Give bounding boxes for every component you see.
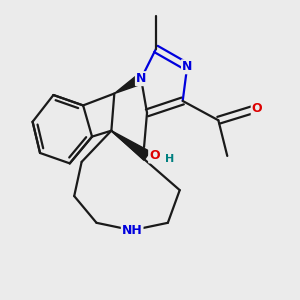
Text: O: O bbox=[252, 102, 262, 115]
Text: N: N bbox=[136, 72, 146, 85]
Text: NH: NH bbox=[122, 224, 142, 237]
Text: N: N bbox=[182, 60, 192, 73]
Polygon shape bbox=[111, 131, 150, 160]
Text: H: H bbox=[165, 154, 174, 164]
Text: O: O bbox=[149, 149, 160, 162]
Polygon shape bbox=[114, 74, 144, 94]
